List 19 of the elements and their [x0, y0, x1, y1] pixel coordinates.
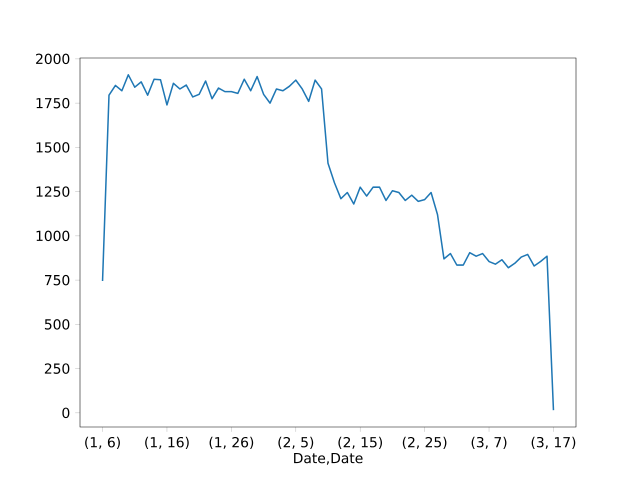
line-series	[102, 74, 554, 411]
y-tick-label: 250	[44, 363, 70, 374]
x-tick-label: (1, 16)	[145, 436, 189, 450]
y-tick-label: 2000	[36, 54, 70, 64]
y-tick-label: 0	[62, 408, 70, 418]
y-tick-label: 1000	[36, 230, 70, 242]
x-axis-title: Date,Date	[294, 453, 363, 465]
x-tick-label: (1, 6)	[85, 436, 120, 450]
y-tick-label: 1500	[36, 142, 70, 153]
x-tick-label: (3, 17)	[532, 436, 576, 450]
y-tick-label: 1750	[36, 98, 70, 108]
y-tick-label: 500	[44, 319, 70, 330]
x-tick-label: (2, 5)	[278, 436, 314, 450]
y-tick-label: 750	[44, 274, 70, 286]
x-tick-label: (2, 25)	[402, 436, 446, 450]
x-tick-label: (3, 7)	[472, 436, 506, 450]
x-tick-label: (1, 26)	[210, 436, 254, 450]
x-tick-label: (2, 15)	[338, 436, 382, 450]
y-tick-label: 1250	[36, 186, 70, 197]
